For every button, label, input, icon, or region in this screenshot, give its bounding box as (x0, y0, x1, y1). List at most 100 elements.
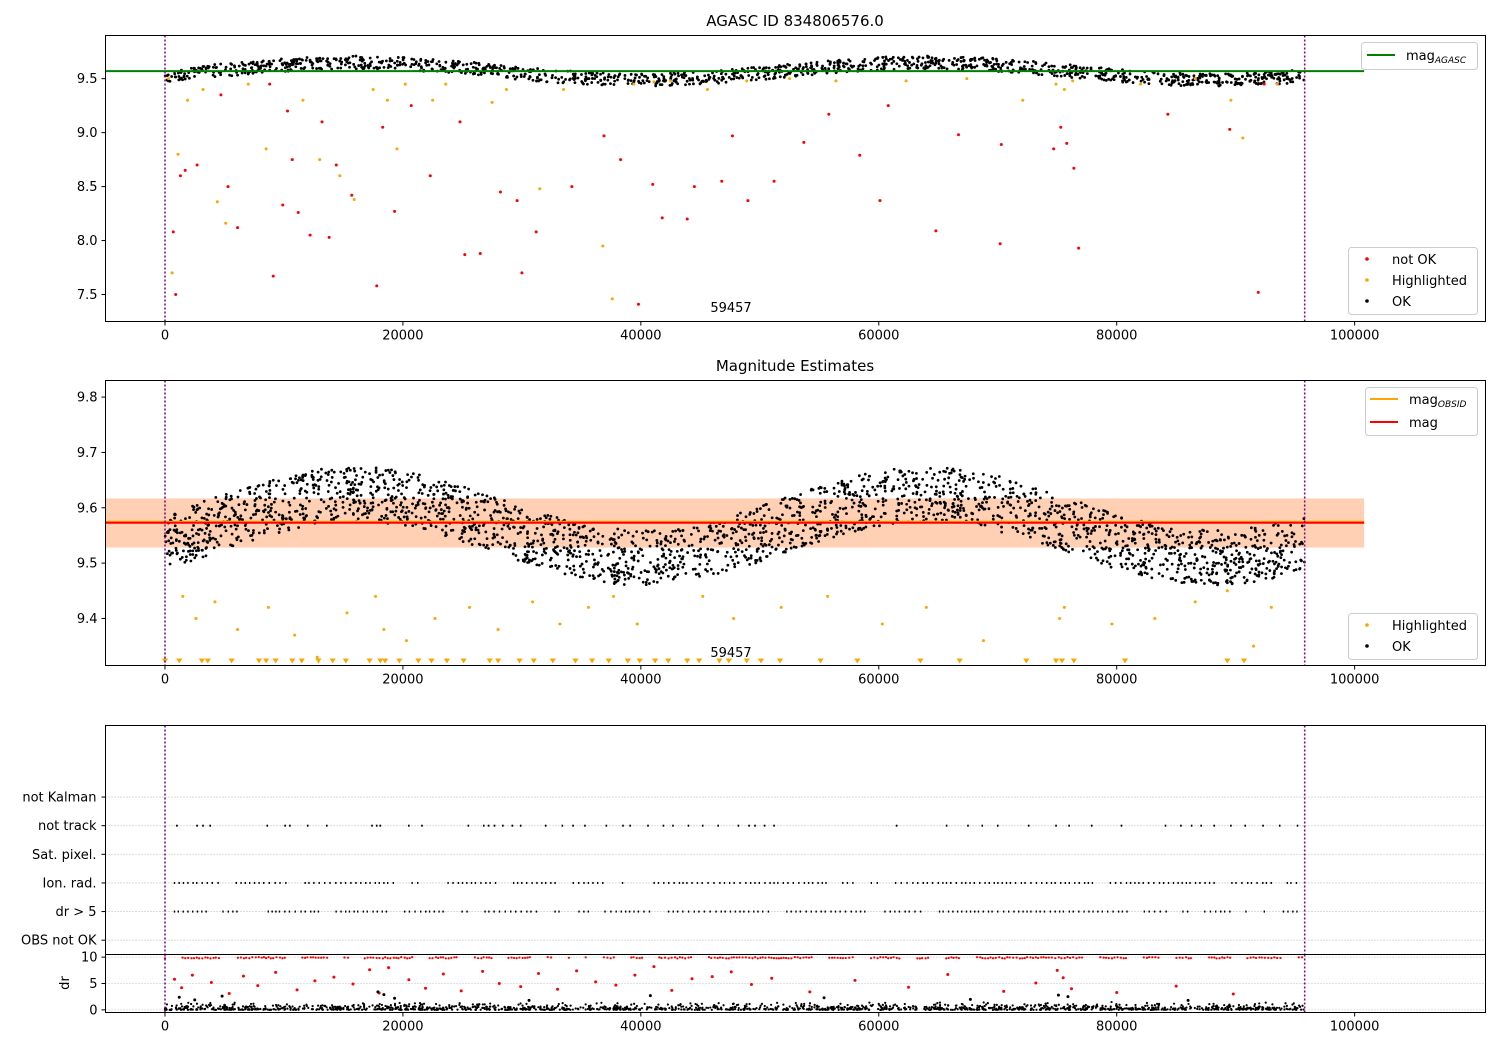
mag-ok-point (1284, 544, 1288, 548)
flag-point (442, 910, 444, 913)
flag-point (217, 881, 219, 884)
dr-ok-point (949, 1008, 953, 1011)
mag-ok-point (733, 562, 736, 566)
not-ok-point (478, 252, 482, 256)
mag-ok-point (1199, 567, 1203, 571)
flag-point (1278, 824, 1281, 827)
mag-ok-point (1127, 551, 1131, 555)
mag-ok-point (297, 526, 301, 529)
dr-ok-point (666, 1003, 669, 1006)
mag-ok-point (491, 536, 495, 540)
dr-ok-point (413, 1002, 417, 1005)
flag-point (717, 824, 719, 827)
dr-ceiling-point (584, 956, 587, 959)
mag-ok-point (1272, 571, 1276, 575)
mag-ok-point (1098, 525, 1101, 529)
dr-ceiling-point (455, 956, 458, 959)
ok-point (1074, 67, 1078, 71)
magnitude-xtick-label: 60000 (858, 673, 899, 688)
flag-point (1054, 881, 1056, 884)
mag-ok-point (1033, 514, 1037, 518)
flag-point (284, 910, 286, 913)
mag-ok-point (907, 484, 911, 488)
flag-point (1055, 824, 1057, 827)
mag-ok-point (259, 496, 262, 500)
ok-point (372, 66, 376, 70)
mag-ok-point (1046, 543, 1050, 547)
ok-point (676, 71, 680, 75)
flag-point (745, 881, 747, 884)
mag-ok-point (287, 526, 290, 530)
mag-ok-point (904, 477, 908, 481)
mag-ok-point (444, 524, 448, 528)
ok-point (328, 64, 332, 68)
flag-point (952, 910, 954, 913)
mag-ok-point (1119, 562, 1123, 566)
mag-ok-point (380, 500, 384, 504)
mag-ok-point (1000, 525, 1003, 529)
mag-ok-point (316, 478, 320, 482)
mag-ok-point (367, 511, 371, 515)
mag-ok-point (630, 550, 633, 554)
flag-point (308, 881, 310, 884)
ok-point (654, 84, 658, 88)
mag-ok-point (477, 542, 481, 546)
flag-point (271, 910, 273, 913)
mag-clipped-marker (315, 658, 322, 664)
mag-ok-point (698, 555, 702, 559)
mag-ok-point (964, 484, 968, 488)
mag-highlighted-point (496, 628, 500, 632)
mag-ok-point (445, 506, 449, 509)
mag-ok-point (985, 497, 989, 501)
flag-point (691, 881, 693, 884)
dr-ceiling-point (397, 957, 400, 960)
mag-ok-point (1183, 564, 1187, 568)
ok-point (1032, 71, 1035, 75)
ok-point (573, 76, 577, 80)
mag-ok-point (197, 533, 201, 536)
mag-ok-point (1280, 572, 1283, 576)
ok-point (291, 62, 295, 66)
mag-ok-point (654, 570, 658, 574)
mag-ok-point (1212, 561, 1216, 564)
mag-ok-point (397, 489, 400, 492)
mag-ok-point (869, 516, 872, 520)
flag-point (1074, 881, 1076, 884)
flags-ytick-label: not track (38, 819, 97, 834)
mag-ok-point (680, 534, 683, 538)
ok-point (1169, 83, 1173, 87)
mag-ok-point (1028, 498, 1032, 502)
mag-ok-point (1176, 567, 1180, 571)
ok-point (1078, 66, 1082, 70)
ok-legend-marker (1365, 299, 1369, 303)
flag-point (511, 824, 514, 827)
ok-point (452, 66, 456, 70)
dr-not-ok-point (441, 972, 445, 976)
ok-point (359, 55, 362, 59)
mag-ok-point (207, 513, 211, 517)
flag-point (489, 881, 491, 884)
ok-point (1276, 77, 1279, 81)
mag-ok-point (1253, 526, 1257, 530)
mag-ok-point (895, 514, 899, 518)
mag-ok-point (1212, 581, 1215, 585)
mag-ok-point (760, 518, 763, 521)
flag-point (1030, 881, 1032, 884)
dr-ok-point (295, 1008, 298, 1011)
mag-ok-point (936, 512, 940, 516)
dr-not-ok-point (481, 969, 485, 973)
mag-ok-point (501, 536, 504, 540)
flag-point (1165, 910, 1167, 913)
mag-ok-point (277, 531, 281, 534)
mag-ok-point (621, 550, 624, 554)
ok-point (1065, 72, 1069, 75)
highlighted-point (318, 158, 322, 162)
mag-ok-point (442, 509, 446, 513)
mag-ok-point (1008, 479, 1012, 483)
mag-ok-point (191, 534, 195, 538)
mag-ok-point (423, 515, 427, 519)
mag-ok-point (351, 486, 355, 490)
ok-point (357, 64, 361, 67)
mag-ok-point (1174, 540, 1177, 544)
mag-ok-point (1050, 504, 1054, 508)
